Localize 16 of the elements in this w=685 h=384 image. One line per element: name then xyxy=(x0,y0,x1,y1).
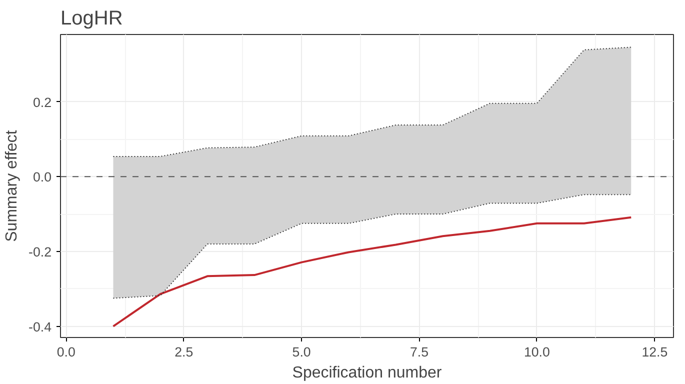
x-axis-title: Specification number xyxy=(292,364,442,382)
line-series xyxy=(112,216,632,328)
y-tick-label: 0.2 xyxy=(32,94,52,110)
y-axis-title: Summary effect xyxy=(4,130,21,242)
x-tick-label: 5.0 xyxy=(292,344,311,360)
x-tick-label: 12.5 xyxy=(642,344,668,360)
y-tick-label: 0.0 xyxy=(32,170,52,185)
x-tick-label: 7.5 xyxy=(410,344,429,360)
x-tick-label: 10.0 xyxy=(524,344,550,360)
chart-title: LogHR xyxy=(60,8,123,30)
x-tick-label: 0.0 xyxy=(56,344,76,360)
x-tick-label: 2.5 xyxy=(174,344,194,360)
y-tick-label: -0.4 xyxy=(28,319,52,334)
line-series xyxy=(112,46,632,157)
line-series xyxy=(112,194,632,299)
y-tick-label: -0.2 xyxy=(28,244,52,260)
